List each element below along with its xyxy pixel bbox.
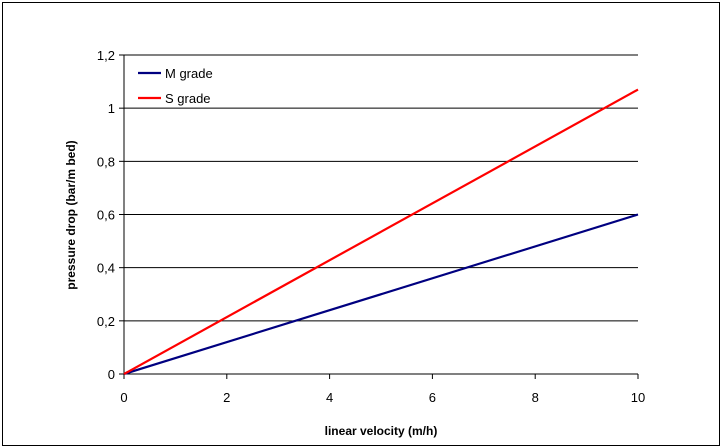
x-tick-label-4: 8 [532, 390, 539, 405]
y-tick-label-1: 0,2 [97, 314, 115, 329]
legend-label-0: M grade [165, 66, 213, 81]
gridlines [124, 54, 638, 322]
legend: M grade S grade [138, 66, 213, 106]
y-tick-label-2: 0,4 [97, 261, 115, 276]
series-line-m-grade [123, 213, 639, 376]
y-tick-label-3: 0,6 [97, 208, 115, 223]
series-line-s-grade [123, 88, 639, 375]
y-tick-label-4: 0,8 [97, 154, 115, 169]
tick-labels: 0 0,2 0,4 0,6 0,8 1 1,2 0 2 4 6 8 10 [97, 48, 645, 405]
y-tick-label-5: 1 [108, 101, 115, 116]
y-tick-label-0: 0 [108, 367, 115, 382]
legend-label-1: S grade [165, 91, 211, 106]
x-axis-title: linear velocity (m/h) [325, 424, 438, 438]
x-tick-label-5: 10 [631, 390, 645, 405]
series-lines [123, 88, 639, 376]
x-tick-label-3: 6 [429, 390, 436, 405]
y-tick-label-6: 1,2 [97, 48, 115, 63]
x-tick-label-1: 2 [223, 390, 230, 405]
x-tick-label-2: 4 [326, 390, 333, 405]
y-axis-title: pressure drop (bar/m bed) [64, 140, 78, 289]
x-tick-label-0: 0 [120, 390, 127, 405]
